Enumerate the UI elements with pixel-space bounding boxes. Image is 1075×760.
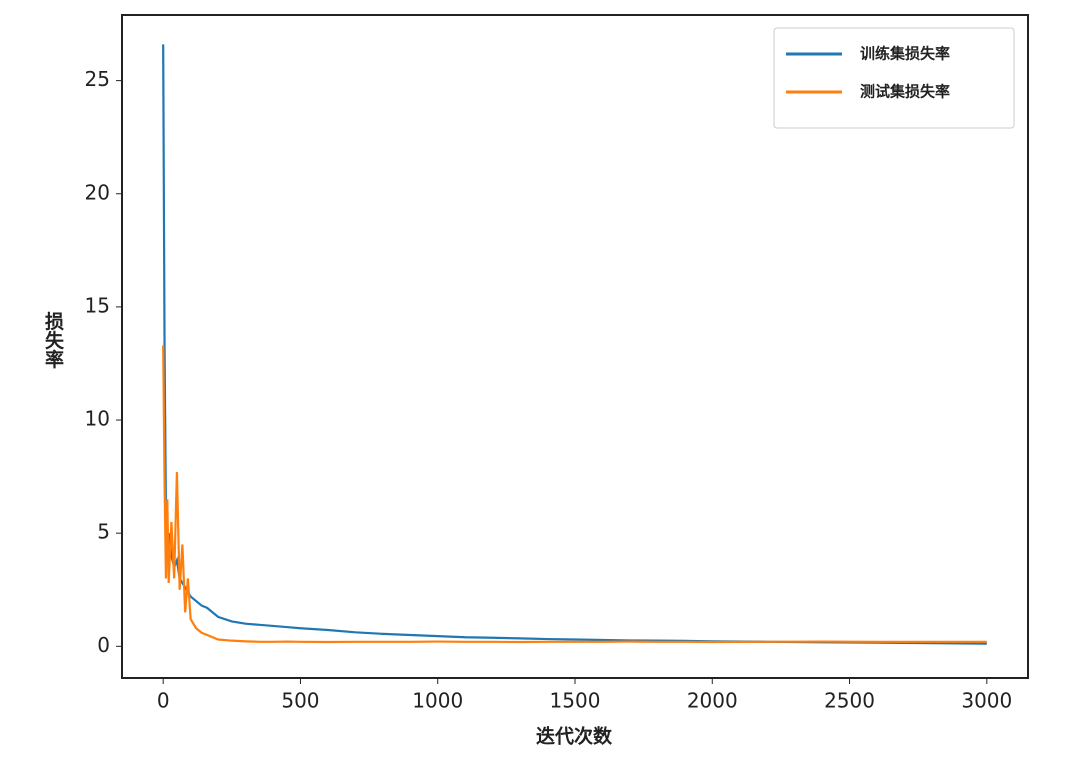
y-axis-label: 损失率: [42, 311, 64, 369]
x-tick-label: 2000: [687, 689, 738, 713]
x-tick-label: 1500: [550, 689, 601, 713]
y-tick-label: 0: [97, 633, 110, 657]
x-tick-label: 500: [281, 689, 319, 713]
x-tick-label: 3000: [961, 689, 1012, 713]
y-tick-label: 20: [85, 180, 110, 204]
plot-frame: [121, 14, 1029, 679]
line-series: [162, 345, 987, 644]
line-series: [162, 44, 987, 645]
legend-box: [773, 27, 1015, 129]
legend-label: 测试集损失率: [860, 83, 950, 101]
x-tick-label: 1000: [412, 689, 463, 713]
legend-label: 训练集损失率: [860, 45, 950, 63]
x-axis-label: 迭代次数: [536, 725, 613, 748]
x-tick-label: 0: [157, 689, 170, 713]
y-tick-label: 5: [97, 520, 110, 544]
y-tick-label: 15: [85, 293, 110, 317]
y-tick-label: 10: [85, 407, 110, 431]
x-tick-label: 2500: [824, 689, 875, 713]
y-tick-label: 25: [85, 67, 110, 91]
